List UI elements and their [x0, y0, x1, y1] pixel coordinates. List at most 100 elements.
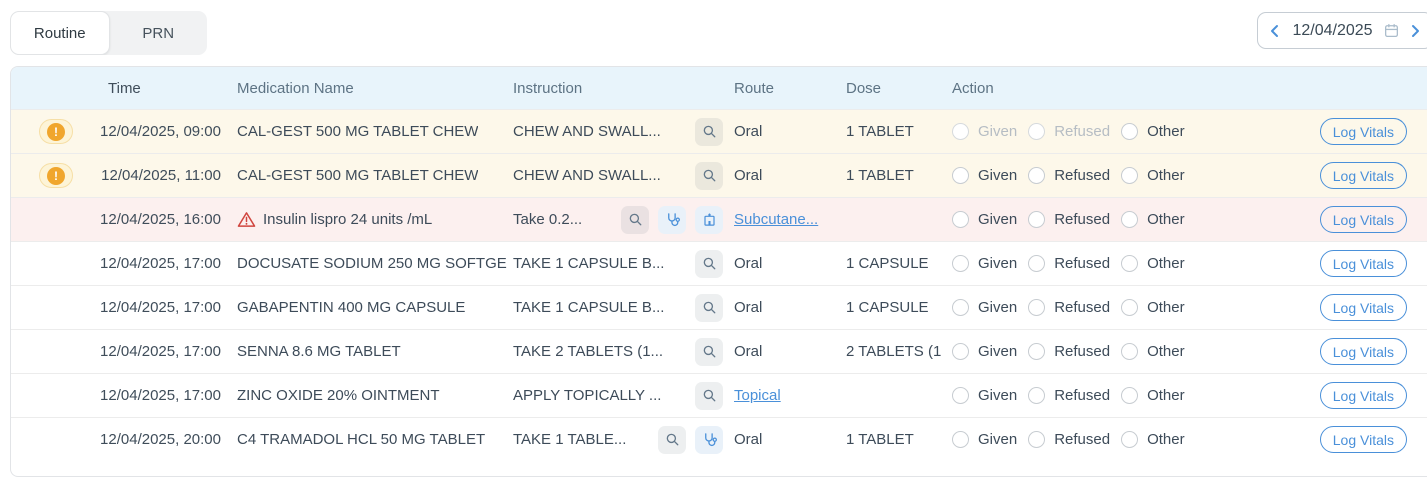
route-link[interactable]: Subcutane...	[734, 211, 819, 228]
radio-other[interactable]: Other	[1121, 167, 1185, 184]
radio-given[interactable]: Given	[952, 299, 1017, 316]
next-day-button[interactable]	[1408, 23, 1422, 39]
instruction-text: CHEW AND SWALL...	[513, 123, 661, 140]
log-vitals-button[interactable]: Log Vitals	[1319, 250, 1407, 277]
instruction-text: CHEW AND SWALL...	[513, 167, 661, 184]
due-warning-icon: !	[39, 119, 73, 144]
log-vitals-button[interactable]: Log Vitals	[1319, 206, 1407, 233]
view-instruction-button[interactable]	[621, 205, 649, 234]
radio-given: Given	[952, 123, 1017, 140]
log-vitals-button[interactable]: Log Vitals	[1319, 118, 1407, 145]
route-value: Oral	[734, 431, 763, 448]
date-navigator: 12/04/2025	[1257, 12, 1427, 49]
radio-other[interactable]: Other	[1121, 123, 1185, 140]
header-medication: Medication Name	[237, 79, 354, 97]
view-instruction-button[interactable]	[658, 425, 686, 454]
dose-value: 2 TABLETS (1	[846, 343, 942, 360]
instruction-text: Take 0.2...	[513, 211, 583, 228]
radio-given[interactable]: Given	[952, 431, 1017, 448]
dose-time: 12/04/2025, 17:00	[100, 299, 221, 316]
view-instruction-button[interactable]	[695, 293, 723, 322]
medication-name: GABAPENTIN 400 MG CAPSULE	[237, 299, 466, 316]
radio-refused[interactable]: Refused	[1028, 431, 1110, 448]
hospital-icon-button[interactable]	[695, 205, 723, 234]
action-radios: Given Refused Other	[952, 167, 1315, 184]
dose-time: 12/04/2025, 17:00	[100, 343, 221, 360]
radio-given[interactable]: Given	[952, 255, 1017, 272]
radio-refused[interactable]: Refused	[1028, 255, 1110, 272]
route-link[interactable]: Topical	[734, 387, 781, 404]
radio-refused[interactable]: Refused	[1028, 211, 1110, 228]
header-time: Time	[108, 79, 141, 97]
dose-value: 1 TABLET	[846, 123, 914, 140]
radio-refused[interactable]: Refused	[1028, 343, 1110, 360]
radio-other[interactable]: Other	[1121, 431, 1185, 448]
table-row: 12/04/2025, 17:00 ZINC OXIDE 20% OINTMEN…	[11, 373, 1427, 417]
action-radios: Given Refused Other	[952, 123, 1315, 140]
stethoscope-icon-button[interactable]	[695, 425, 723, 454]
header-action: Action	[952, 79, 994, 97]
dose-value: 1 CAPSULE	[846, 255, 929, 272]
log-vitals-button[interactable]: Log Vitals	[1319, 338, 1407, 365]
table-header-row: Time Medication Name Instruction Route D…	[11, 67, 1427, 109]
tab-prn-label: PRN	[142, 24, 175, 42]
view-instruction-button[interactable]	[695, 117, 723, 146]
high-alert-icon	[237, 211, 256, 228]
table-row: ! 12/04/2025, 11:00 CAL-GEST 500 MG TABL…	[11, 153, 1427, 197]
due-warning-icon: !	[39, 163, 73, 188]
view-instruction-button[interactable]	[695, 249, 723, 278]
radio-other[interactable]: Other	[1121, 387, 1185, 404]
action-radios: Given Refused Other	[952, 255, 1315, 272]
log-vitals-button[interactable]: Log Vitals	[1319, 426, 1407, 453]
header-instruction: Instruction	[513, 79, 583, 97]
radio-given[interactable]: Given	[952, 387, 1017, 404]
view-instruction-button[interactable]	[695, 337, 723, 366]
radio-refused[interactable]: Refused	[1028, 387, 1110, 404]
medication-name: SENNA 8.6 MG TABLET	[237, 343, 401, 360]
table-row: 12/04/2025, 17:00 SENNA 8.6 MG TABLET TA…	[11, 329, 1427, 373]
log-vitals-button[interactable]: Log Vitals	[1319, 294, 1407, 321]
radio-refused[interactable]: Refused	[1028, 167, 1110, 184]
header-route: Route	[734, 79, 775, 97]
current-date: 12/04/2025	[1292, 21, 1373, 39]
calendar-icon[interactable]	[1383, 22, 1400, 39]
stethoscope-icon-button[interactable]	[658, 205, 686, 234]
radio-other[interactable]: Other	[1121, 211, 1185, 228]
view-instruction-button[interactable]	[695, 161, 723, 190]
medication-table: Time Medication Name Instruction Route D…	[10, 66, 1427, 477]
radio-other[interactable]: Other	[1121, 343, 1185, 360]
dose-time: 12/04/2025, 20:00	[100, 431, 221, 448]
instruction-text: APPLY TOPICALLY ...	[513, 387, 662, 404]
radio-other[interactable]: Other	[1121, 255, 1185, 272]
radio-other[interactable]: Other	[1121, 299, 1185, 316]
tab-prn[interactable]: PRN	[110, 11, 208, 55]
medication-name: CAL-GEST 500 MG TABLET CHEW	[237, 123, 479, 140]
dose-time: 12/04/2025, 17:00	[100, 387, 221, 404]
dose-time: 12/04/2025, 16:00	[100, 211, 221, 228]
radio-refused[interactable]: Refused	[1028, 299, 1110, 316]
instruction-text: TAKE 2 TABLETS (1...	[513, 343, 664, 360]
instruction-text: TAKE 1 CAPSULE B...	[513, 255, 665, 272]
table-row: ! 12/04/2025, 09:00 CAL-GEST 500 MG TABL…	[11, 109, 1427, 153]
radio-given[interactable]: Given	[952, 167, 1017, 184]
view-instruction-button[interactable]	[695, 381, 723, 410]
radio-given[interactable]: Given	[952, 211, 1017, 228]
log-vitals-button[interactable]: Log Vitals	[1319, 382, 1407, 409]
medication-name: Insulin lispro 24 units /mL	[263, 211, 433, 228]
route-value: Oral	[734, 167, 763, 184]
radio-given[interactable]: Given	[952, 343, 1017, 360]
instruction-text: TAKE 1 TABLE...	[513, 431, 627, 448]
schedule-tabs: Routine PRN	[10, 11, 207, 55]
table-row: 12/04/2025, 16:00 Insulin lispro 24 unit…	[11, 197, 1427, 241]
route-value: Oral	[734, 255, 763, 272]
route-value: Oral	[734, 299, 763, 316]
prev-day-button[interactable]	[1268, 23, 1282, 39]
log-vitals-button[interactable]: Log Vitals	[1319, 162, 1407, 189]
table-row: 12/04/2025, 20:00 C4 TRAMADOL HCL 50 MG …	[11, 417, 1427, 461]
route-value: Oral	[734, 123, 763, 140]
medication-name: C4 TRAMADOL HCL 50 MG TABLET	[237, 431, 486, 448]
tab-routine[interactable]: Routine	[10, 11, 110, 55]
action-radios: Given Refused Other	[952, 387, 1315, 404]
table-row: 12/04/2025, 17:00 GABAPENTIN 400 MG CAPS…	[11, 285, 1427, 329]
dose-time: 12/04/2025, 17:00	[100, 255, 221, 272]
